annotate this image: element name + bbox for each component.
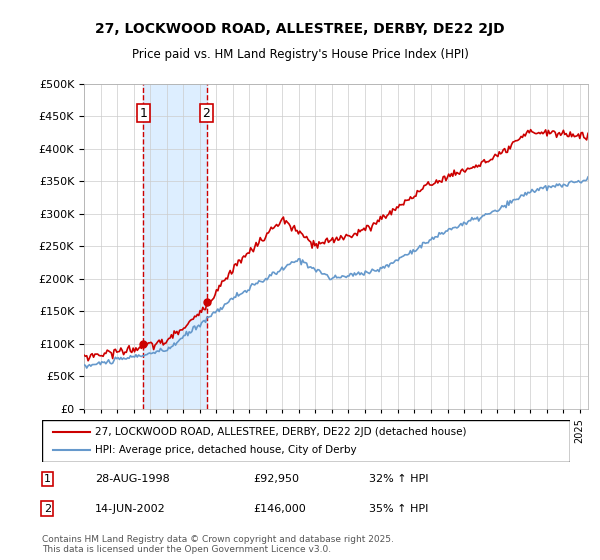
Text: 14-JUN-2002: 14-JUN-2002: [95, 503, 166, 514]
Text: 2: 2: [203, 107, 211, 120]
Text: 28-AUG-1998: 28-AUG-1998: [95, 474, 170, 484]
Text: 2: 2: [44, 503, 51, 514]
Text: HPI: Average price, detached house, City of Derby: HPI: Average price, detached house, City…: [95, 445, 356, 455]
Text: 27, LOCKWOOD ROAD, ALLESTREE, DERBY, DE22 2JD (detached house): 27, LOCKWOOD ROAD, ALLESTREE, DERBY, DE2…: [95, 427, 466, 437]
Text: Price paid vs. HM Land Registry's House Price Index (HPI): Price paid vs. HM Land Registry's House …: [131, 48, 469, 60]
Text: 35% ↑ HPI: 35% ↑ HPI: [370, 503, 429, 514]
Text: 27, LOCKWOOD ROAD, ALLESTREE, DERBY, DE22 2JD: 27, LOCKWOOD ROAD, ALLESTREE, DERBY, DE2…: [95, 22, 505, 36]
Text: £92,950: £92,950: [253, 474, 299, 484]
Bar: [143, 84, 206, 409]
Text: £146,000: £146,000: [253, 503, 306, 514]
Text: Contains HM Land Registry data © Crown copyright and database right 2025.
This d: Contains HM Land Registry data © Crown c…: [42, 535, 394, 554]
Text: 32% ↑ HPI: 32% ↑ HPI: [370, 474, 429, 484]
FancyBboxPatch shape: [42, 420, 570, 462]
Text: 1: 1: [139, 107, 147, 120]
Text: 1: 1: [44, 474, 51, 484]
